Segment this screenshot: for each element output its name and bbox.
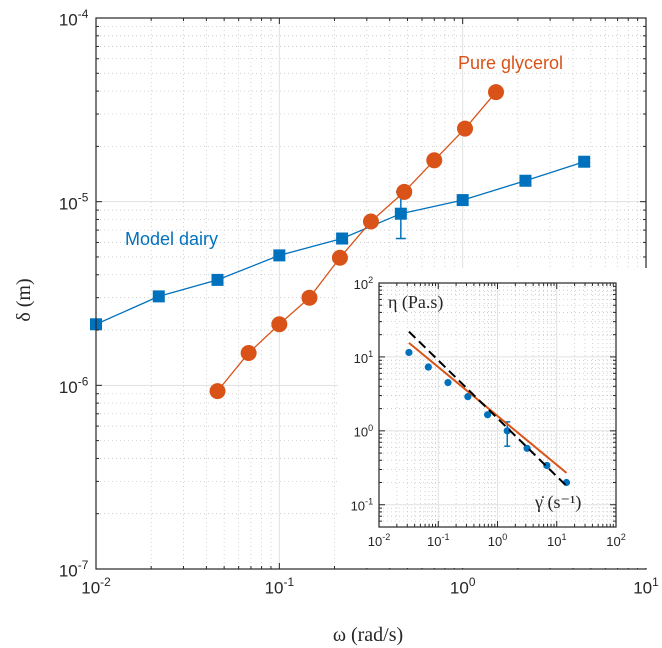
- main-x-tick-label: 100: [450, 575, 476, 598]
- main-x-tick-label: 101: [633, 575, 659, 598]
- main-y-tick-label: 10-5: [59, 191, 89, 214]
- pure-glycerol-point: [301, 289, 318, 306]
- inset-y-tick-label: 101: [354, 349, 374, 366]
- model-dairy-point: [578, 155, 591, 168]
- main-y-tick-label: 10-6: [59, 374, 89, 397]
- inset-x-tick-label: 101: [547, 532, 567, 549]
- inset-x-tick-label: 10-2: [368, 532, 391, 549]
- pure-glycerol-point: [271, 316, 288, 333]
- inset-axes: 10-2 10-1 100 101 102 10-1 100 101 102: [351, 275, 626, 549]
- pure-glycerol-point: [396, 183, 413, 200]
- model-dairy-point: [394, 207, 407, 220]
- pure-glycerol-point: [457, 120, 474, 137]
- model-dairy-point: [152, 290, 165, 303]
- model-dairy-point: [456, 194, 469, 207]
- inset-y-tick-label: 100: [354, 423, 374, 440]
- inset-y-tick-label: 102: [354, 275, 374, 292]
- model-dairy-point: [336, 232, 349, 245]
- inset-background: [338, 268, 649, 568]
- main-y-tick-label: 10-7: [59, 558, 89, 581]
- inset-series-0-point: [483, 411, 492, 419]
- inset-plot-series: [405, 330, 571, 487]
- inset-series-2-line: [408, 330, 568, 487]
- pure-glycerol-point: [240, 344, 257, 361]
- pure-glycerol-point: [426, 152, 443, 169]
- main-x-tick-label: 10-2: [81, 575, 111, 598]
- inset-series-0-point: [503, 427, 511, 435]
- pure-glycerol-point: [209, 383, 226, 400]
- inset-series-1-line: [408, 342, 568, 474]
- main-x-tick-label: 10-1: [265, 575, 295, 598]
- model-dairy-point: [211, 273, 224, 286]
- pure-glycerol-point: [362, 213, 379, 230]
- model-dairy-point: [519, 174, 532, 187]
- pure-glycerol-point: [488, 84, 505, 101]
- inset-series-0-point: [405, 348, 413, 357]
- inset-y-axis-label: η (Pa.s): [388, 292, 443, 313]
- inset-x-tick-label: 100: [488, 532, 508, 549]
- annotation-pure-glycerol: Pure glycerol: [458, 53, 563, 73]
- model-dairy-point: [273, 249, 286, 262]
- main-plot-series: [90, 84, 591, 400]
- pure-glycerol-line: [217, 91, 497, 392]
- annotation-model-dairy: Model dairy: [125, 229, 218, 249]
- inset-series-0-point: [444, 378, 452, 387]
- y-axis-label: δ (m): [13, 278, 35, 321]
- inset-y-tick-label: 10-1: [351, 497, 374, 514]
- inset-series-0-point: [464, 393, 472, 401]
- inset-x-tick-label: 10-1: [427, 532, 450, 549]
- x-axis-label: ω (rad/s): [333, 624, 403, 646]
- main-y-tick-label: 10-4: [59, 7, 89, 30]
- inset-x-tick-label: 102: [606, 532, 626, 549]
- pure-glycerol-point: [331, 249, 348, 266]
- inset-x-axis-label: γ̇ (s⁻¹): [534, 492, 581, 513]
- main-axes: 10-2 10-1 100 101 10-7 10-6 10-5 10-4: [59, 7, 659, 598]
- inset-series-0-point: [424, 363, 432, 371]
